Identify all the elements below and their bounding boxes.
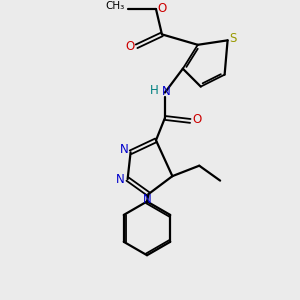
Text: CH₃: CH₃ [105,1,124,11]
Text: O: O [157,2,167,16]
Text: N: N [120,143,129,156]
Text: H: H [150,84,159,97]
Text: O: O [192,113,202,126]
Text: N: N [142,193,152,206]
Text: S: S [229,32,237,45]
Text: N: N [116,172,124,186]
Text: O: O [125,40,135,53]
Text: N: N [162,85,171,98]
